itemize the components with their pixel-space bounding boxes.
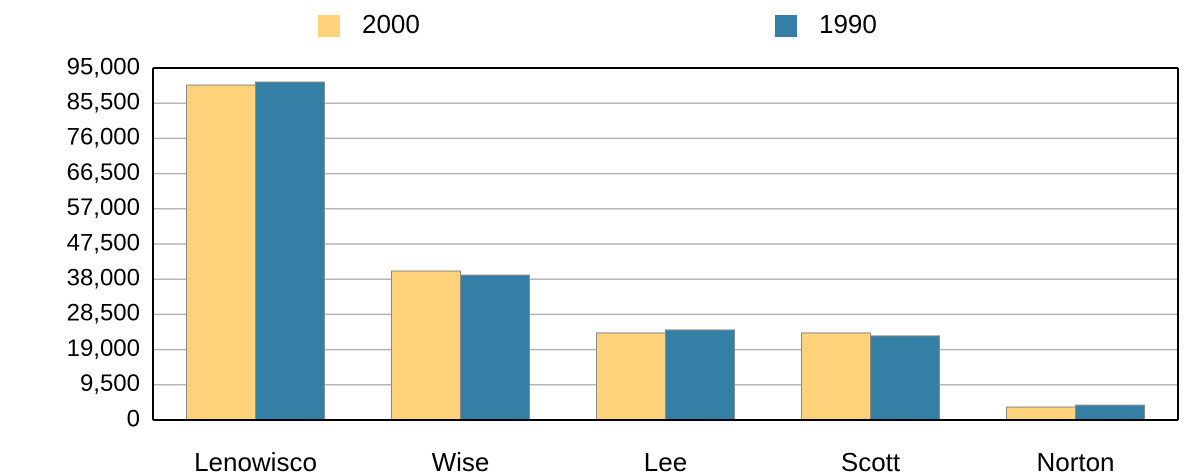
y-tick-label: 0 xyxy=(127,405,140,432)
x-tick-label: Wise xyxy=(432,447,490,474)
y-tick-label: 95,000 xyxy=(67,53,140,80)
bar xyxy=(596,332,666,421)
y-tick-label: 9,500 xyxy=(80,370,140,397)
x-tick-label: Lee xyxy=(644,447,687,474)
bar xyxy=(255,81,325,421)
x-tick-label: Scott xyxy=(841,447,901,474)
y-tick-label: 47,500 xyxy=(67,229,140,256)
y-tick-label: 28,500 xyxy=(67,300,140,327)
bar xyxy=(870,335,940,421)
bar xyxy=(391,270,461,421)
bar xyxy=(186,84,256,421)
y-tick-label: 76,000 xyxy=(67,124,140,151)
y-tick-label: 38,000 xyxy=(67,265,140,292)
x-tick-label: Norton xyxy=(1036,447,1114,474)
y-tick-label: 66,500 xyxy=(67,159,140,186)
y-tick-label: 57,000 xyxy=(67,194,140,221)
legend-label: 1990 xyxy=(819,9,877,39)
bar xyxy=(801,332,871,421)
x-tick-label: Lenowisco xyxy=(194,447,317,474)
bar xyxy=(1075,404,1145,421)
legend-swatch xyxy=(318,15,340,37)
bar xyxy=(665,329,735,421)
y-tick-label: 85,500 xyxy=(67,89,140,116)
y-tick-label: 19,000 xyxy=(67,335,140,362)
legend-label: 2000 xyxy=(362,9,420,39)
legend-swatch xyxy=(775,15,797,37)
bar xyxy=(1006,406,1076,421)
bar xyxy=(460,274,530,421)
